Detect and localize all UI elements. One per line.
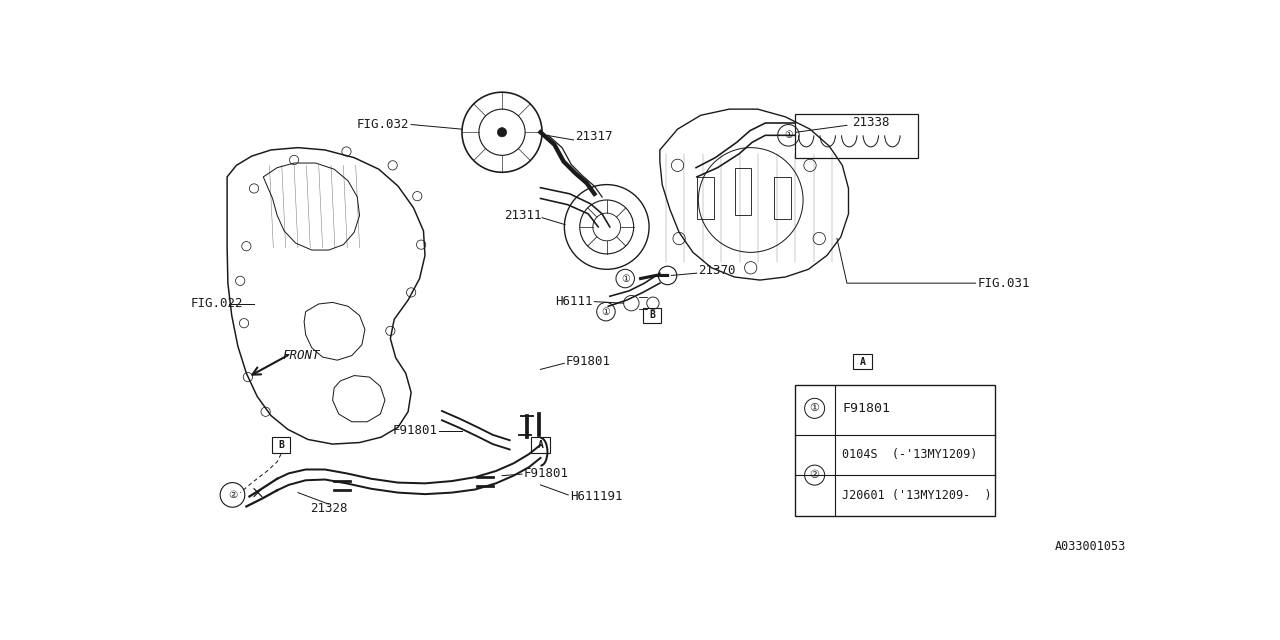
- Text: F91801: F91801: [524, 467, 568, 480]
- Text: ②: ②: [810, 470, 819, 480]
- Text: ①: ①: [785, 131, 792, 140]
- Text: 21370: 21370: [699, 264, 736, 277]
- Bar: [643, 308, 662, 323]
- Text: 21317: 21317: [575, 131, 613, 143]
- Bar: [795, 114, 918, 157]
- Text: F91801: F91801: [842, 402, 891, 415]
- Text: ①: ①: [621, 273, 630, 284]
- Text: 21311: 21311: [504, 209, 541, 222]
- Text: ①: ①: [810, 403, 819, 413]
- Text: A: A: [859, 356, 865, 367]
- Text: F91801: F91801: [566, 355, 611, 368]
- Text: 21338: 21338: [852, 116, 890, 129]
- Text: H611191: H611191: [570, 490, 622, 503]
- Bar: [271, 437, 291, 452]
- Text: A033001053: A033001053: [1055, 540, 1125, 553]
- Bar: [735, 168, 751, 216]
- Bar: [795, 385, 995, 516]
- Text: F91801: F91801: [392, 424, 438, 438]
- Text: 21328: 21328: [310, 502, 347, 515]
- Text: ②: ②: [228, 490, 237, 500]
- Bar: [854, 354, 872, 369]
- Text: A: A: [538, 440, 544, 450]
- Text: B: B: [649, 310, 655, 321]
- Text: FIG.022: FIG.022: [191, 298, 243, 310]
- Text: FIG.031: FIG.031: [978, 276, 1030, 290]
- Circle shape: [498, 127, 507, 137]
- Text: J20601 ('13MY1209-  ): J20601 ('13MY1209- ): [842, 489, 992, 502]
- Bar: [774, 177, 791, 220]
- Bar: [696, 177, 714, 220]
- Text: 0104S  (-'13MY1209): 0104S (-'13MY1209): [842, 449, 978, 461]
- Bar: [531, 437, 549, 452]
- Text: ①: ①: [602, 307, 611, 317]
- Text: FRONT: FRONT: [283, 349, 320, 362]
- Text: B: B: [278, 440, 284, 450]
- Text: H6111: H6111: [556, 295, 593, 308]
- Text: FIG.032: FIG.032: [357, 118, 410, 131]
